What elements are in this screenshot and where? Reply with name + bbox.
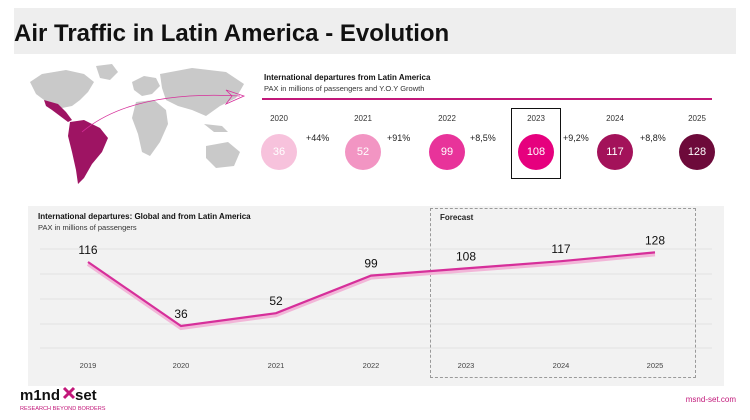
x-tick-label: 2025	[647, 361, 664, 370]
x-tick-label: 2023	[458, 361, 475, 370]
svg-text:RESEARCH BEYOND BORDERS: RESEARCH BEYOND BORDERS	[20, 406, 106, 412]
value-circle: 128	[679, 134, 715, 170]
highlight-box-2023	[511, 108, 561, 179]
chart-panel	[28, 206, 724, 386]
svg-text:set: set	[75, 387, 97, 404]
year-label: 2025	[688, 114, 706, 123]
chart-subtitle: PAX in millions of passengers	[38, 223, 137, 232]
growth-label: +8,5%	[470, 133, 496, 143]
website-link[interactable]: msnd-set.com	[685, 395, 736, 404]
growth-label: +9,2%	[563, 133, 589, 143]
value-circle: 117	[597, 134, 633, 170]
data-label: 108	[456, 249, 476, 263]
world-map	[30, 64, 246, 184]
series-line-shadow	[86, 252, 656, 331]
year-label: 2021	[354, 114, 372, 123]
svg-text:m1nd: m1nd	[20, 387, 60, 404]
top-divider	[262, 98, 712, 100]
data-label: 128	[645, 233, 665, 247]
top-panel-title: International departures from Latin Amer…	[264, 73, 431, 82]
growth-label: +8,8%	[640, 133, 666, 143]
x-tick-label: 2022	[363, 361, 380, 370]
x-tick-label: 2019	[80, 361, 97, 370]
series-line	[87, 251, 656, 328]
value-circle: 99	[429, 134, 465, 170]
plane-icon	[224, 89, 246, 105]
x-tick-label: 2024	[553, 361, 570, 370]
top-panel-subtitle: PAX in millions of passengers and Y.O.Y …	[264, 84, 425, 93]
year-label: 2024	[606, 114, 624, 123]
flight-arc	[81, 94, 241, 133]
data-label: 99	[364, 257, 378, 271]
year-label: 2020	[270, 114, 288, 123]
forecast-region	[430, 208, 696, 378]
title-bar	[14, 8, 736, 54]
data-label: 52	[269, 294, 283, 308]
year-label: 2023	[527, 114, 545, 123]
page-title: Air Traffic in Latin America - Evolution	[14, 20, 450, 47]
value-circle: 36	[261, 134, 297, 170]
x-tick-label: 2020	[173, 361, 190, 370]
mindset-logo: m1nd set RESEARCH BEYOND BORDERS	[20, 386, 106, 412]
x-tick-label: 2021	[268, 361, 285, 370]
data-label: 36	[174, 307, 188, 321]
chart-title: International departures: Global and fro…	[38, 212, 251, 221]
data-label: 117	[551, 242, 570, 256]
value-circle: 52	[345, 134, 381, 170]
growth-label: +91%	[387, 133, 411, 143]
logo-star-icon	[62, 386, 76, 400]
growth-label: +44%	[306, 133, 330, 143]
value-circle: 108	[518, 134, 554, 170]
year-label: 2022	[438, 114, 456, 123]
data-label: 116	[78, 243, 97, 257]
forecast-label: Forecast	[440, 213, 474, 222]
